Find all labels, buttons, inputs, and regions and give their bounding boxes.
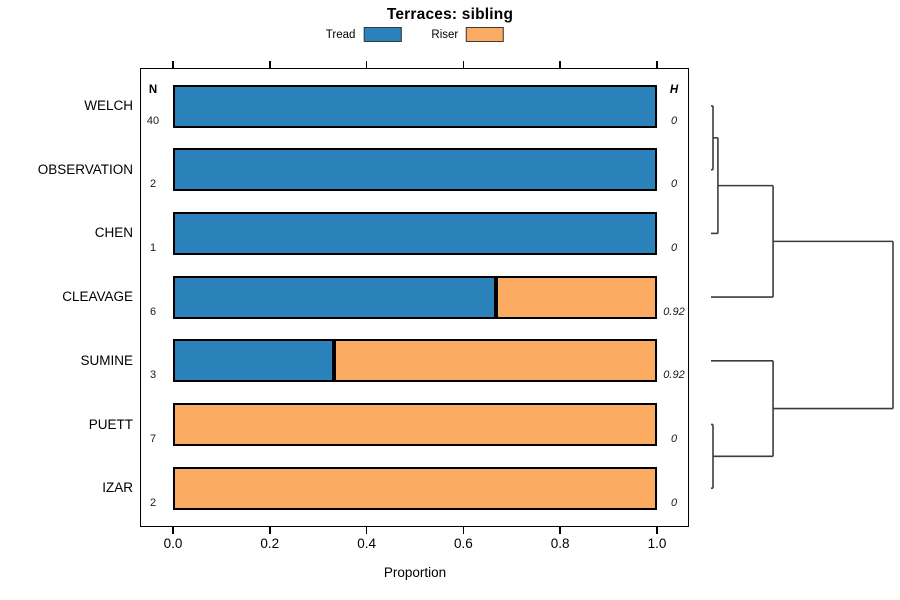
bar-puett (173, 403, 657, 446)
plot-box (140, 68, 689, 527)
y-axis-label-sumine: SUMINE (80, 352, 133, 368)
h-column-header: H (669, 84, 679, 96)
bar-segment-tread (173, 211, 657, 255)
y-axis-label-puett: PUETT (88, 416, 133, 432)
n-value: 1 (149, 241, 157, 254)
n-value: 3 (149, 369, 157, 382)
x-axis-tick-bottom (559, 527, 561, 534)
y-axis-label-chen: CHEN (94, 225, 133, 241)
bar-welch (173, 84, 657, 128)
legend-swatch-tread (363, 27, 402, 42)
h-value: 0 (670, 496, 678, 509)
y-axis-label-cleavage: CLEAVAGE (62, 289, 133, 305)
legend-item-riser: Riser (431, 27, 505, 42)
n-value: 6 (149, 305, 157, 318)
h-value: 0.92 (663, 305, 685, 318)
x-tick-label: 1.0 (647, 536, 667, 551)
bar-segment-tread (173, 84, 657, 128)
bar-segment-tread (173, 148, 657, 192)
legend: Tread Riser (326, 27, 505, 42)
x-axis-tick-bottom (172, 527, 174, 534)
legend-swatch-riser (466, 27, 505, 42)
bar-segment-tread (173, 275, 496, 319)
x-tick-label: 0.0 (163, 536, 183, 551)
bar-sumine (173, 339, 657, 383)
legend-item-tread: Tread (326, 27, 402, 42)
bar-observation (173, 148, 657, 192)
legend-label-riser: Riser (431, 28, 459, 41)
x-tick-label: 0.4 (357, 536, 376, 551)
x-axis-tick-top (462, 61, 465, 68)
bar-chen (173, 211, 657, 255)
bar-segment-tread (173, 339, 335, 383)
h-value: 0 (670, 114, 678, 127)
chart-title: Terraces: sibling (386, 6, 514, 23)
x-axis-tick-top (269, 61, 271, 68)
legend-label-tread: Tread (325, 28, 356, 41)
x-tick-label: 0.6 (454, 536, 473, 551)
x-axis-tick-top (172, 61, 174, 68)
bar-segment-riser (173, 466, 657, 510)
x-axis-tick-top (559, 61, 561, 68)
h-value: 0.92 (663, 369, 685, 382)
x-axis-tick-top (656, 61, 658, 68)
y-axis-label-izar: IZAR (102, 480, 133, 496)
x-tick-label: 0.8 (550, 536, 570, 551)
h-value: 0 (670, 241, 678, 254)
y-axis-label-welch: WELCH (84, 98, 133, 113)
x-axis-tick-bottom (365, 527, 368, 534)
x-axis-title: Proportion (383, 565, 447, 580)
x-axis-tick-bottom (269, 527, 271, 534)
n-value: 40 (146, 114, 160, 127)
n-value: 7 (149, 433, 157, 445)
x-tick-label: 0.2 (260, 536, 280, 551)
bar-segment-riser (495, 275, 657, 319)
bar-cleavage (173, 275, 657, 319)
bar-segment-riser (173, 403, 657, 446)
n-column-header: N (148, 84, 158, 96)
h-value: 0 (670, 178, 678, 191)
h-value: 0 (670, 433, 678, 445)
x-axis-tick-bottom (656, 527, 658, 534)
x-axis-tick-bottom (462, 527, 465, 534)
bar-segment-riser (334, 339, 657, 383)
y-axis-label-observation: OBSERVATION (37, 161, 133, 177)
x-axis-tick-top (365, 61, 368, 68)
bar-izar (173, 466, 657, 510)
n-value: 2 (149, 178, 157, 191)
n-value: 2 (149, 496, 157, 509)
